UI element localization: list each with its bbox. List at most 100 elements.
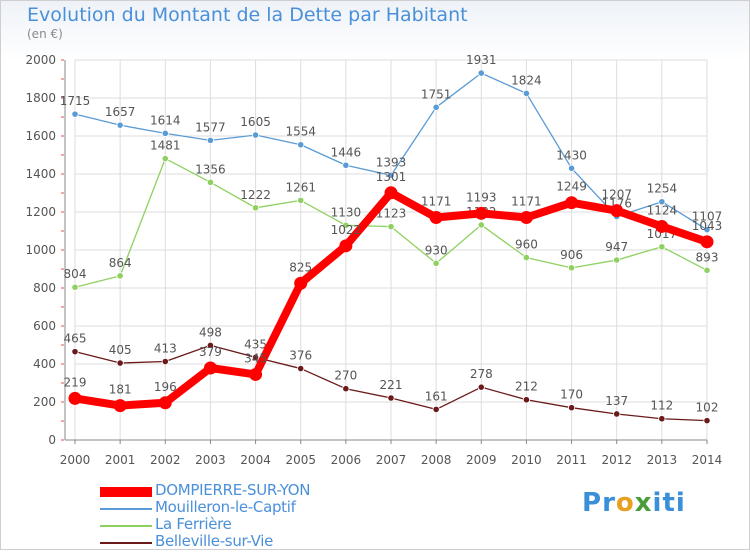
data-point — [477, 69, 485, 77]
data-label: 1605 — [240, 115, 271, 129]
data-point — [71, 283, 79, 291]
data-label: 221 — [380, 378, 403, 392]
data-point — [294, 276, 308, 290]
data-point — [658, 243, 666, 251]
y-tick-label: 0 — [48, 433, 56, 447]
data-point — [161, 155, 169, 163]
data-point — [68, 391, 82, 405]
data-point — [522, 254, 531, 262]
y-tick-label: 400 — [33, 357, 56, 371]
data-point — [432, 103, 440, 111]
data-point — [565, 196, 579, 210]
data-label: 1481 — [150, 139, 181, 153]
logo-letter: t — [662, 488, 676, 518]
proxiti-logo: Proxiti — [582, 488, 686, 518]
logo-letter: i — [675, 488, 686, 518]
data-point — [297, 364, 305, 373]
data-label: 960 — [515, 238, 538, 252]
data-label: 1824 — [511, 73, 542, 87]
x-tick-label: 2005 — [285, 453, 316, 467]
data-point — [387, 223, 395, 231]
x-tick-label: 2008 — [421, 453, 452, 467]
x-tick-label: 2007 — [376, 453, 407, 467]
x-tick-label: 2013 — [647, 453, 678, 467]
y-tick-label: 1600 — [25, 129, 56, 143]
data-label: 825 — [289, 260, 312, 274]
data-label: 1249 — [556, 180, 587, 194]
data-point — [432, 259, 440, 267]
data-point — [116, 359, 124, 367]
data-point — [522, 396, 531, 404]
data-point — [158, 396, 172, 410]
logo-letter: i — [652, 488, 663, 518]
data-point — [700, 235, 714, 249]
data-point — [613, 410, 621, 418]
y-tick-label: 1200 — [25, 205, 56, 219]
data-label: 1657 — [105, 105, 136, 119]
y-tick-label: 1000 — [25, 243, 56, 257]
x-tick-label: 2012 — [601, 453, 632, 467]
data-label: 1931 — [466, 53, 497, 67]
data-label: 196 — [154, 380, 177, 394]
data-label: 278 — [470, 367, 493, 381]
legend-swatch-ferriere — [100, 525, 152, 527]
logo-letter: o — [615, 488, 635, 518]
data-point — [610, 204, 624, 218]
logo-letter: r — [602, 488, 616, 518]
data-label: 465 — [64, 332, 87, 346]
data-point — [161, 129, 169, 137]
data-label: 1130 — [331, 205, 362, 219]
data-point — [567, 164, 576, 172]
legend-label-mouilleron: Mouilleron-le-Captif — [155, 498, 296, 516]
data-label: 1124 — [647, 203, 678, 217]
x-tick-label: 2003 — [195, 453, 226, 467]
data-point — [477, 383, 485, 391]
data-label: 212 — [515, 380, 538, 394]
data-label: 1254 — [647, 182, 678, 196]
logo-letter: P — [582, 488, 603, 518]
data-label: 1577 — [195, 120, 226, 134]
data-point — [703, 417, 711, 425]
data-point — [658, 198, 666, 206]
legend-swatch-belleville — [100, 542, 152, 544]
chart-subtitle: (en €) — [27, 27, 63, 41]
data-label: 270 — [334, 369, 357, 383]
data-point — [432, 405, 440, 414]
y-tick-label: 1800 — [25, 91, 56, 105]
data-label: 1193 — [466, 190, 497, 204]
data-point — [655, 219, 669, 233]
data-label: 1715 — [60, 94, 91, 108]
x-tick-label: 2001 — [105, 453, 136, 467]
data-label: 1207 — [601, 188, 632, 202]
data-point — [251, 204, 260, 212]
data-point — [206, 136, 215, 144]
x-tick-label: 2004 — [240, 453, 271, 467]
data-label: 1446 — [331, 145, 362, 159]
data-label: 170 — [560, 388, 583, 402]
data-point — [567, 404, 576, 412]
data-point — [522, 89, 531, 98]
data-label: 1043 — [692, 219, 723, 233]
y-tick-label: 1400 — [25, 167, 56, 181]
data-point — [342, 161, 350, 169]
data-point — [203, 361, 217, 375]
data-point — [567, 264, 576, 272]
data-label: 1301 — [376, 170, 407, 184]
data-point — [161, 357, 169, 366]
y-tick-label: 2000 — [25, 53, 56, 67]
data-label: 405 — [109, 343, 132, 357]
data-label: 181 — [109, 383, 132, 397]
data-point — [116, 272, 124, 280]
y-tick-label: 200 — [33, 395, 56, 409]
data-point — [613, 256, 621, 264]
data-label: 102 — [696, 401, 719, 415]
data-label: 413 — [154, 342, 177, 356]
data-label: 1261 — [285, 180, 316, 194]
data-point — [116, 121, 124, 129]
logo-letter: x — [634, 488, 653, 518]
data-point — [387, 171, 395, 179]
data-point — [703, 226, 711, 234]
x-tick-label: 2006 — [331, 453, 362, 467]
